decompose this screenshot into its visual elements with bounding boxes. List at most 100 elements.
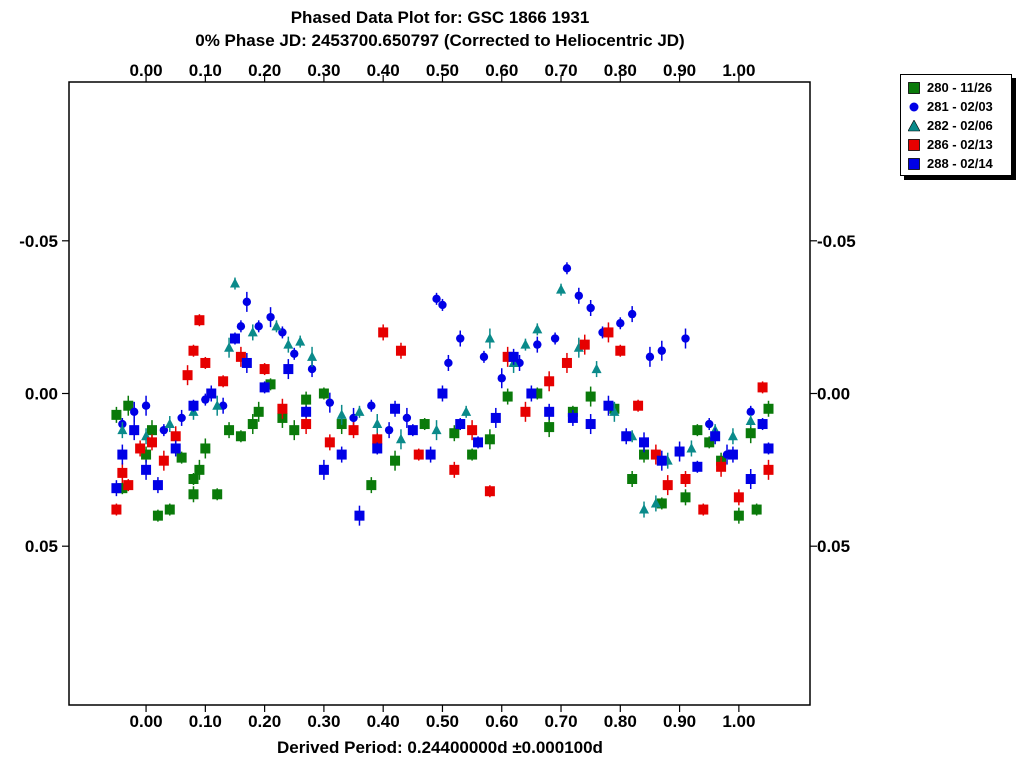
data-point (716, 461, 727, 472)
data-point (746, 407, 755, 417)
data-point (117, 483, 128, 494)
data-point (763, 464, 774, 475)
data-point (650, 449, 661, 460)
data-point (586, 303, 595, 313)
data-point (395, 433, 406, 444)
data-point (407, 425, 418, 436)
data-point (236, 322, 246, 331)
legend-item: 288 - 02/14 (907, 154, 1011, 173)
data-point (289, 425, 300, 436)
data-point (301, 406, 312, 417)
data-point (111, 409, 122, 420)
x-tick-label-top: 0.50 (426, 61, 459, 80)
data-point (579, 339, 590, 350)
data-point (680, 474, 691, 485)
data-point (141, 401, 151, 410)
data-point (585, 419, 596, 430)
data-point (378, 327, 389, 338)
x-tick-label-top: 0.00 (130, 61, 163, 80)
x-tick-label-bottom: 0.70 (544, 712, 577, 731)
x-tick-label-bottom: 0.50 (426, 712, 459, 731)
data-point (502, 351, 513, 362)
data-point (532, 388, 543, 399)
x-tick-label-top: 0.70 (544, 61, 577, 80)
data-point (656, 455, 667, 466)
x-tick-label-top: 0.80 (604, 61, 637, 80)
x-tick-label-top: 1.00 (722, 61, 755, 80)
y-tick-label-right: 0.05 (817, 537, 850, 556)
data-point (733, 492, 744, 503)
data-point (111, 483, 122, 494)
data-point (354, 406, 365, 416)
x-tick-label-bottom: 0.00 (130, 712, 163, 731)
legend-label: 281 - 02/03 (927, 99, 993, 114)
data-point (656, 498, 667, 509)
data-point (544, 422, 555, 433)
data-point (526, 388, 537, 399)
data-point (170, 431, 181, 442)
data-point (229, 278, 240, 288)
legend-item: 280 - 11/26 (907, 78, 1011, 97)
data-point (390, 403, 401, 414)
data-point (520, 406, 531, 417)
data-point (431, 424, 442, 435)
data-point (603, 400, 614, 411)
data-point (177, 413, 186, 423)
data-point (727, 449, 738, 460)
data-point (467, 449, 478, 460)
data-point (354, 510, 365, 521)
triangle-marker-icon (907, 119, 921, 133)
data-point (212, 489, 223, 500)
data-point (473, 437, 484, 448)
square-marker-icon (907, 157, 921, 171)
data-point (751, 504, 762, 515)
y-tick-label-left: -0.05 (19, 232, 58, 251)
data-point (130, 407, 139, 417)
data-point (135, 443, 146, 454)
data-point (484, 486, 495, 497)
data-point (449, 464, 460, 475)
data-point (704, 437, 715, 448)
y-tick-label-right: 0.00 (817, 385, 850, 404)
data-point (164, 418, 175, 429)
data-point (627, 474, 638, 485)
data-point (265, 379, 276, 390)
data-point (419, 419, 430, 430)
y-tick-label-left: 0.00 (25, 385, 58, 404)
x-tick-label-bottom: 0.30 (307, 712, 340, 731)
data-point (490, 412, 501, 423)
data-point (188, 489, 199, 500)
x-tick-label-bottom: 0.90 (663, 712, 696, 731)
square-marker-icon (907, 138, 921, 152)
data-point (259, 382, 270, 393)
x-tick-label-top: 0.30 (307, 61, 340, 80)
data-point (395, 345, 406, 356)
data-point (532, 323, 543, 334)
data-point (745, 428, 756, 439)
data-point (615, 345, 626, 356)
data-point (591, 363, 602, 374)
data-point (194, 464, 205, 475)
data-point (520, 339, 531, 349)
square-marker-icon (907, 81, 921, 95)
data-point (662, 480, 673, 491)
data-point (348, 425, 359, 436)
x-tick-label-top: 0.90 (663, 61, 696, 80)
data-point (242, 297, 252, 307)
data-point (639, 437, 650, 448)
data-point (318, 388, 329, 399)
data-point (290, 349, 299, 358)
data-point (639, 449, 650, 460)
data-point (467, 425, 478, 436)
data-point (627, 309, 637, 319)
data-point (188, 474, 199, 485)
data-point (763, 403, 774, 414)
legend-label: 286 - 02/13 (927, 137, 993, 152)
data-point (349, 413, 358, 423)
data-point (266, 312, 275, 322)
data-point (733, 510, 744, 521)
x-tick-label-bottom: 0.20 (248, 712, 281, 731)
data-point (745, 415, 756, 425)
data-point (502, 391, 513, 402)
data-point (616, 319, 625, 328)
